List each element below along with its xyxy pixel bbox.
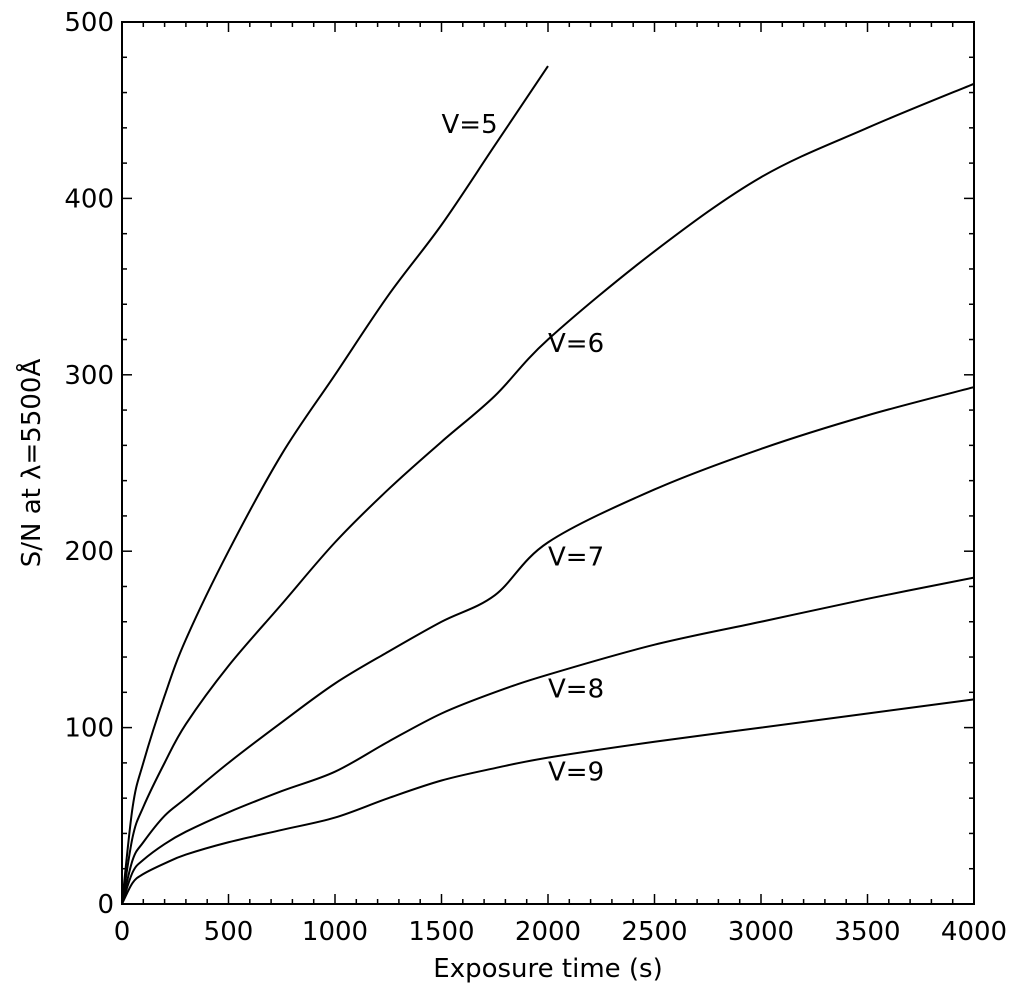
y-tick-label: 500 [64,8,114,38]
y-tick-label: 100 [64,714,114,744]
series-line-3 [122,386,974,904]
tick-labels: 0 500 1000 1500 2000 2500 3000 3500 4000 0 100 200 3… [64,8,1007,947]
series-line-4 [122,576,974,904]
curve-label: V=7 [548,542,604,572]
series-line-2 [122,82,974,904]
x-tick-label: 3000 [728,917,794,947]
x-tick-label: 0 [114,917,131,947]
x-tick-label: 2000 [515,917,581,947]
y-tick-label: 200 [64,537,114,567]
curves [122,65,974,904]
curve-label: V=6 [548,329,604,359]
plot-frame [121,21,975,905]
y-tick-label: 300 [64,361,114,391]
x-tick-label: 2500 [621,917,687,947]
x-tick-label: 4000 [941,917,1007,947]
curve-labels: V=5 V=6 V=7 V=8 V=9 [442,110,605,787]
series-line-1 [122,65,549,904]
series-line-5 [122,698,974,904]
x-tick-label: 1500 [408,917,474,947]
y-axis-label: S/N at λ=5500Å [15,359,47,568]
x-tick-label: 500 [204,917,254,947]
x-axis-label: Exposure time (s) [433,954,662,984]
curve-label: V=5 [442,110,498,140]
x-tick-label: 3500 [834,917,900,947]
curve-label: V=8 [548,675,604,705]
x-tick-label: 1000 [302,917,368,947]
y-tick-label: 400 [64,184,114,214]
y-tick-label: 0 [97,890,114,920]
curve-label: V=9 [548,758,604,788]
